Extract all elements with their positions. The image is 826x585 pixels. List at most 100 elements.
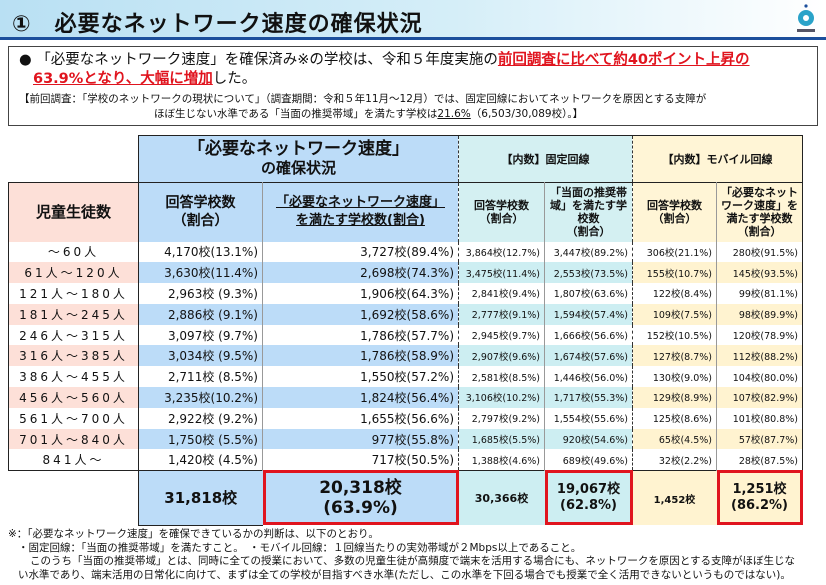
cell-meeting: 3,727校(89.4%) [262,241,459,263]
col-meeting: 「必要なネットワーク速度」 を満たす学校数(割合) [262,182,459,242]
col-mobile-meeting: 「必要なネット ワーク速度」を 満たす学校数 （割合） [716,182,803,242]
summary-highlight-2: 63.9%となり、大幅に増加 [33,71,213,87]
cell-students: 181人～245人 [8,303,139,325]
cell-responding: 3,235校(10.2%) [138,387,263,408]
cell-fixed-meeting: 1,674校(57.6%) [544,345,633,367]
table-row: 456人～560人 3,235校(10.2%) 1,824校(56.4%) 3,106… [8,387,803,408]
col-students: 児童生徒数 [8,182,139,242]
cell-mobile-responding: 155校(10.7%) [632,262,717,284]
cell-students: 841人～ [8,449,139,471]
cell-responding: 3,097校 (9.7%) [138,324,263,346]
cell-students: 246人～315人 [8,324,139,346]
cell-mobile-responding: 109校(7.5%) [632,303,717,325]
cell-meeting: 1,550校(57.2%) [262,366,459,388]
total-responding: 31,818校 [138,470,263,526]
previous-count: （6,503/30,089校）。】 [470,108,584,120]
cell-meeting: 1,692校(58.6%) [262,303,459,325]
summary-text: 「必要なネットワーク速度」を確保済み※の学校は、令和５年度実施の [36,52,498,68]
group-header-fixed: 【内数】固定回線 [458,135,633,183]
cell-meeting: 1,655校(56.6%) [262,407,459,429]
cell-fixed-responding: 2,945校(9.7%) [458,324,545,346]
total-mobile-responding: 1,452校 [632,470,717,526]
total-meeting: 20,318校 (63.9%) [262,470,459,526]
cell-meeting: 977校(55.8%) [262,428,459,450]
cell-fixed-meeting: 3,447校(89.2%) [544,241,633,263]
table-row: 316人～385人 3,034校 (9.5%) 1,786校(58.9%) 2,907… [8,345,803,367]
cell-students: 456人～560人 [8,387,139,408]
cell-fixed-meeting: 1,446校(56.0%) [544,366,633,388]
table-row: 61人～120人 3,630校(11.4%) 2,698校(74.3%) 3,475校… [8,262,803,284]
previous-survey-note: 【前回調査：「学校のネットワークの現状について」（調査期間：令和５年11月～12… [19,93,707,105]
speed-table: 「必要なネットワーク速度」 の確保状況 【内数】固定回線 【内数】モバイル回線 児… [8,135,803,526]
total-mobile-meeting: 1,251校 (86.2%) [716,470,803,526]
col-fixed-responding: 回答学校数 （割合） [458,182,545,242]
cell-students: 121人～180人 [8,283,139,304]
cell-mobile-meeting: 107校(82.9%) [716,387,803,408]
cell-mobile-meeting: 120校(78.9%) [716,324,803,346]
previous-survey-note-2: ほぼ生じない水準である「当面の推奨帯域」を満たす学校は [154,108,438,120]
footnote-4: い水準であり、端末活用の日常化に向けて、まずは全ての学校が目指すべき水準(ただし… [18,568,791,581]
cell-mobile-meeting: 112校(88.2%) [716,345,803,367]
total-fixed-responding: 30,366校 [458,470,545,526]
table-row: 701人～840人 1,750校 (5.5%) 977校(55.8%) 1,685校(… [8,428,803,450]
cell-meeting: 2,698校(74.3%) [262,262,459,284]
col-mobile-responding: 回答学校数 （割合） [632,182,717,242]
cell-fixed-responding: 3,475校(11.4%) [458,262,545,284]
cell-responding: 2,922校 (9.2%) [138,407,263,429]
summary-highlight: 前回調査に比べて約40ポイント上昇の [497,52,750,68]
total-fixed-meeting: 19,067校 (62.8%) [544,470,633,526]
cell-mobile-responding: 130校(9.0%) [632,366,717,388]
cell-meeting: 1,786校(58.9%) [262,345,459,367]
cell-fixed-responding: 2,797校(9.2%) [458,407,545,429]
cell-mobile-responding: 125校(8.6%) [632,407,717,429]
cell-fixed-meeting: 1,717校(55.3%) [544,387,633,408]
cell-fixed-responding: 1,388校(4.6%) [458,449,545,471]
cell-fixed-meeting: 2,553校(73.5%) [544,262,633,284]
cell-students: ～60人 [8,241,139,263]
cell-mobile-meeting: 98校(89.9%) [716,303,803,325]
footnote-2: ・固定回線：「当面の推奨帯域」を満たすこと。 ・モバイル回線：１回線当たりの実効… [18,541,582,554]
table-row: 386人～455人 2,711校 (8.5%) 1,550校(57.2%) 2,581… [8,366,803,388]
cell-mobile-responding: 32校(2.2%) [632,449,717,471]
cell-mobile-responding: 65校(4.5%) [632,428,717,450]
cell-mobile-meeting: 280校(91.5%) [716,241,803,263]
table-row: 121人～180人 2,963校 (9.3%) 1,906校(64.3%) 2,841… [8,283,803,304]
cell-fixed-responding: 2,581校(8.5%) [458,366,545,388]
cell-fixed-meeting: 1,666校(56.6%) [544,324,633,346]
footnote-3: このうち「当面の推奨帯域」とは、同時に全ての授業において、多数の児童生徒が高頻度… [30,555,796,567]
cell-fixed-meeting: 689校(49.6%) [544,449,633,471]
cell-fixed-meeting: 1,594校(57.4%) [544,303,633,325]
cell-mobile-meeting: 145校(93.5%) [716,262,803,284]
cell-fixed-responding: 2,777校(9.1%) [458,303,545,325]
cell-responding: 2,711校 (8.5%) [138,366,263,388]
cell-mobile-meeting: 28校(87.5%) [716,449,803,471]
cell-students: 701人～840人 [8,428,139,450]
cell-responding: 3,630校(11.4%) [138,262,263,284]
cell-meeting: 1,786校(57.7%) [262,324,459,346]
table-row: 181人～245人 2,886校 (9.1%) 1,692校(58.6%) 2,777… [8,303,803,325]
col-fixed-meeting: 「当面の推奨帯 域」を満たす学 校数 （割合） [544,182,633,242]
cell-fixed-responding: 1,685校(5.5%) [458,428,545,450]
footnote-1: ※：「必要なネットワーク速度」を確保できているかの判断は、以下のとおり。 [8,528,379,540]
cell-responding: 3,034校 (9.5%) [138,345,263,367]
cell-mobile-responding: 129校(8.9%) [632,387,717,408]
table-row: 841人～ 1,420校 (4.5%) 717校(50.5%) 1,388校(4.6%… [8,449,803,471]
cell-responding: 2,963校 (9.3%) [138,283,263,304]
mext-logo-icon [797,4,815,32]
cell-fixed-meeting: 1,807校(63.6%) [544,283,633,304]
table-row: ～60人 4,170校(13.1%) 3,727校(89.4%) 3,864校(12.… [8,241,803,263]
cell-fixed-responding: 3,106校(10.2%) [458,387,545,408]
cell-responding: 2,886校 (9.1%) [138,303,263,325]
cell-fixed-meeting: 920校(54.6%) [544,428,633,450]
cell-meeting: 1,824校(56.4%) [262,387,459,408]
cell-mobile-responding: 127校(8.7%) [632,345,717,367]
cell-fixed-responding: 2,907校(9.6%) [458,345,545,367]
cell-mobile-responding: 122校(8.4%) [632,283,717,304]
cell-fixed-responding: 3,864校(12.7%) [458,241,545,263]
cell-mobile-meeting: 104校(80.0%) [716,366,803,388]
summary-text-2: した。 [212,71,257,87]
cell-fixed-responding: 2,841校(9.4%) [458,283,545,304]
summary-main: ● 「必要なネットワーク速度」を確保済み※の学校は、令和５年度実施の前回調査に比… [19,52,750,68]
cell-students: 316人～385人 [8,345,139,367]
group-header-mobile: 【内数】モバイル回線 [632,135,803,183]
